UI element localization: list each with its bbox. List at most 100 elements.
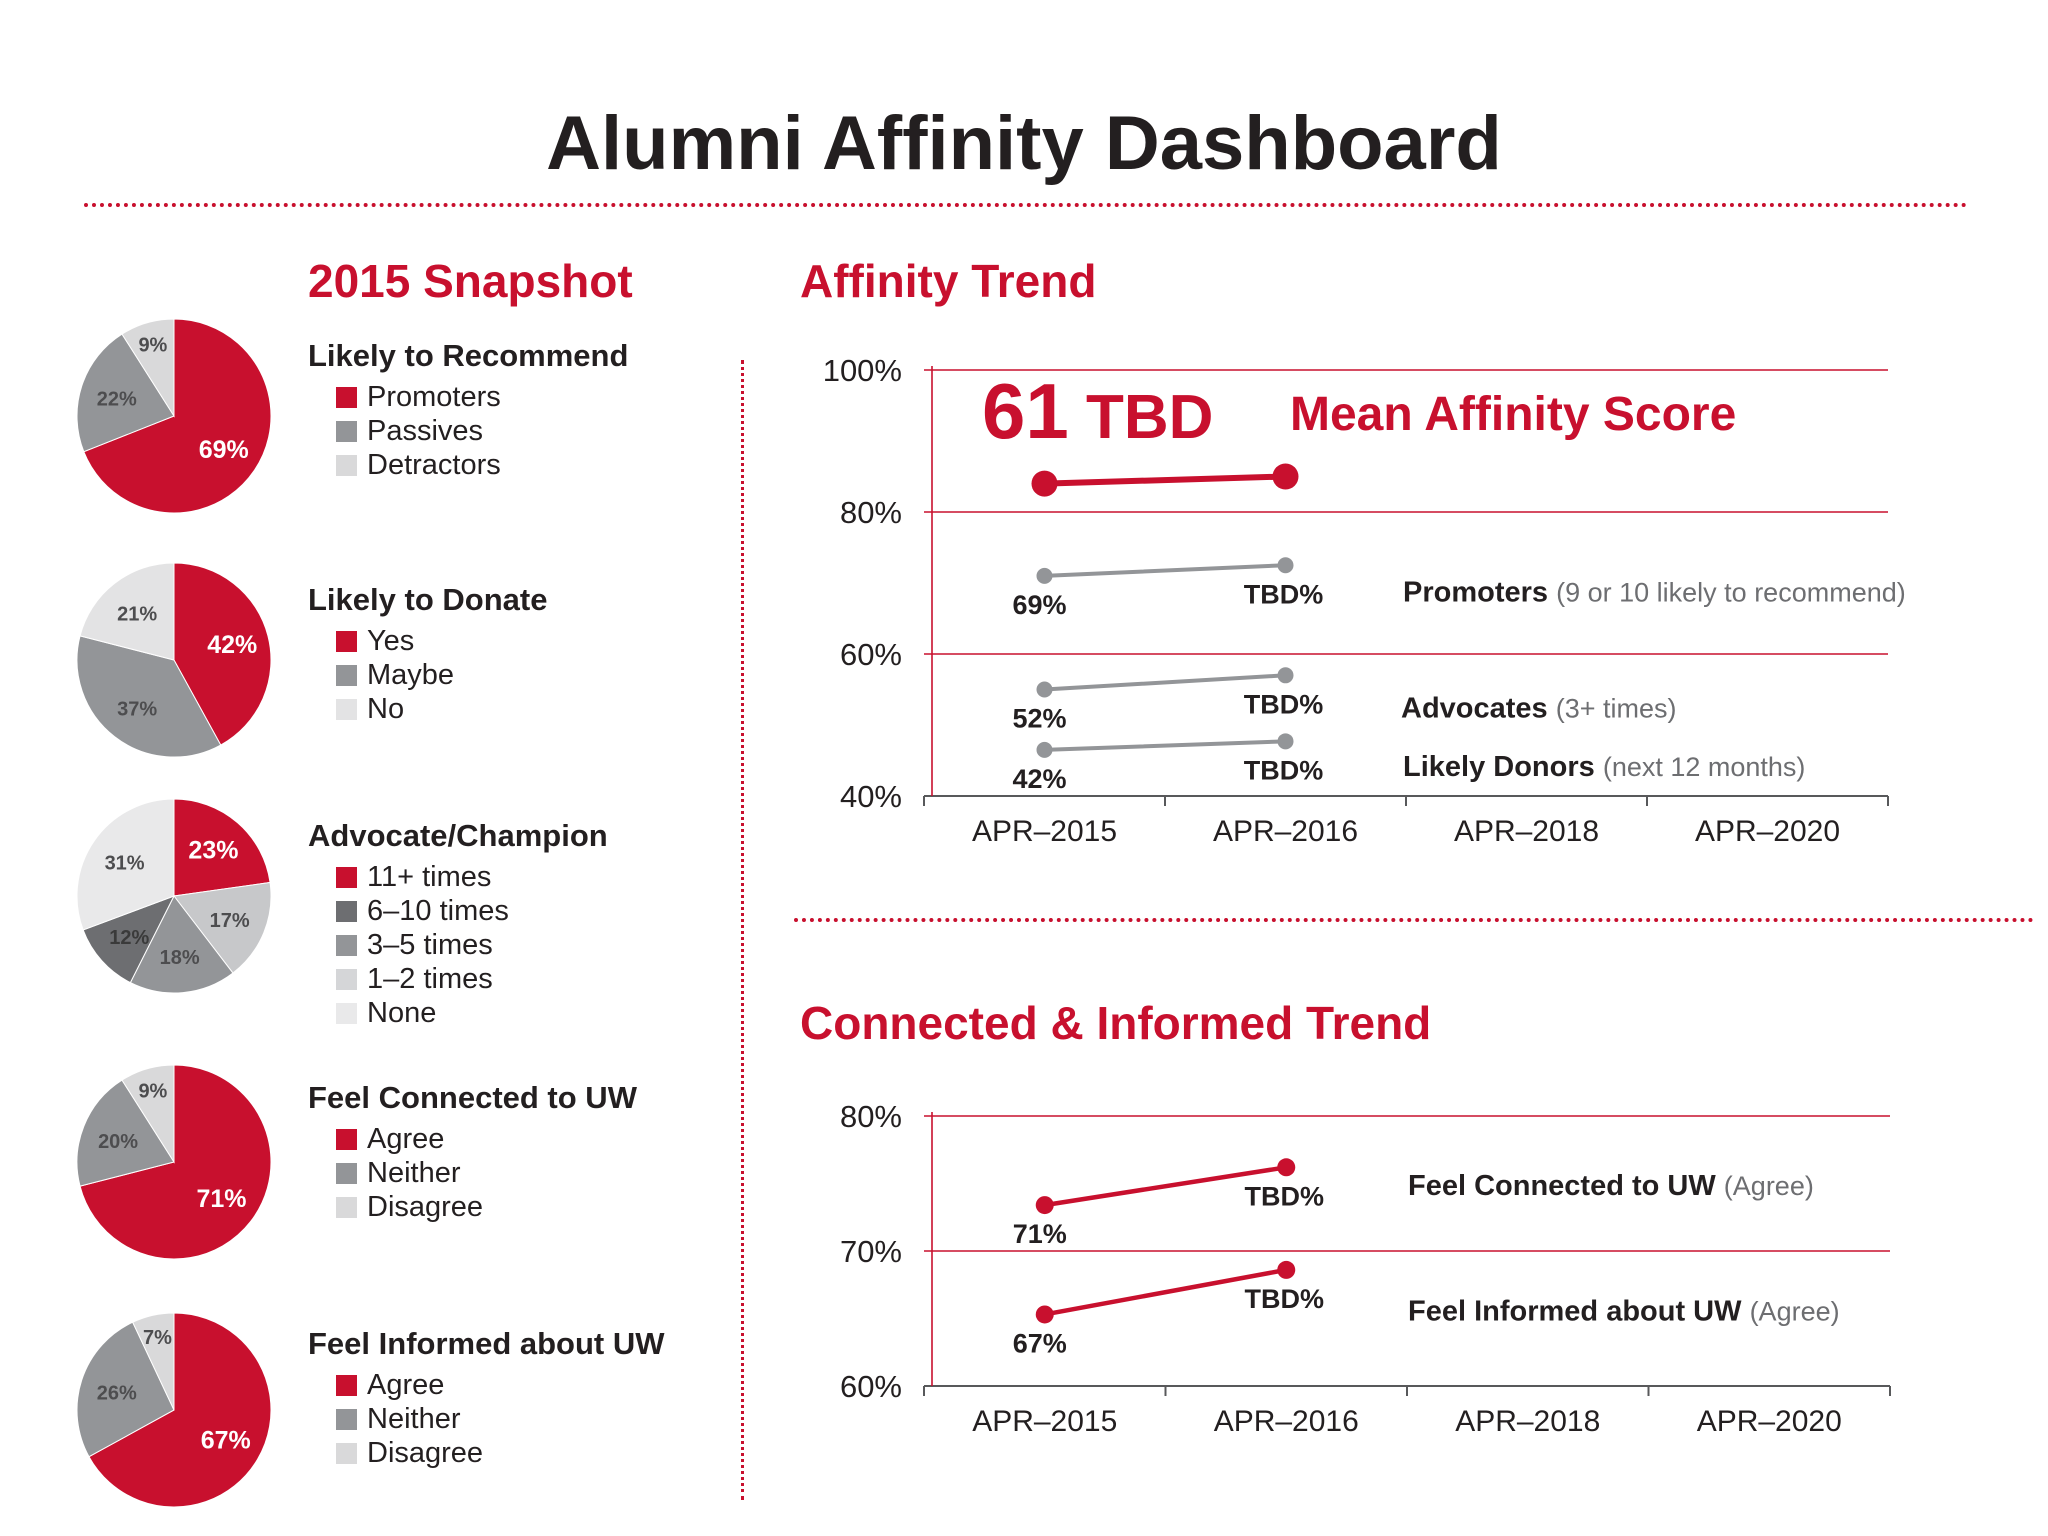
legend-label: No bbox=[367, 692, 405, 725]
pie-slice-label: 21% bbox=[117, 603, 157, 625]
legend-label: 1–2 times bbox=[367, 962, 493, 995]
series-label: Likely Donors (next 12 months) bbox=[1403, 751, 1805, 783]
series-name: Feel Connected to UW bbox=[1408, 1170, 1724, 1202]
legend-label: 11+ times bbox=[367, 860, 492, 893]
pie-slice bbox=[88, 1312, 272, 1508]
series-note: (Agree) bbox=[1724, 1171, 1814, 1201]
pie-slice bbox=[173, 562, 272, 746]
title-divider bbox=[84, 203, 1968, 207]
series-label: Advocates (3+ times) bbox=[1401, 692, 1677, 724]
legend-swatch bbox=[336, 698, 357, 720]
pie-slice bbox=[132, 1312, 175, 1411]
legend-swatch bbox=[336, 900, 357, 922]
series-point bbox=[1277, 557, 1294, 574]
x-tick-label: APR–2016 bbox=[1214, 1405, 1359, 1438]
legend-label: Yes bbox=[367, 624, 415, 657]
legend-label: Agree bbox=[367, 1368, 445, 1401]
pie-slice-label: 23% bbox=[188, 837, 238, 865]
pie-slice bbox=[76, 798, 175, 931]
legend-item: Agree bbox=[336, 1122, 483, 1156]
series-point bbox=[1277, 1158, 1296, 1177]
legend-label: Promoters bbox=[367, 380, 501, 413]
pie-slice-label: 9% bbox=[138, 1080, 167, 1102]
pie-slice-label: 12% bbox=[109, 927, 149, 949]
legend: Promoters Passives Detractors bbox=[336, 380, 501, 482]
series-point bbox=[1277, 733, 1294, 750]
legend-item: Disagree bbox=[336, 1190, 483, 1224]
legend-label: Disagree bbox=[367, 1190, 484, 1223]
legend-label: Neither bbox=[367, 1402, 461, 1435]
legend-label: 3–5 times bbox=[367, 928, 493, 961]
legend-item: Disagree bbox=[336, 1436, 483, 1470]
legend-swatch bbox=[336, 1002, 357, 1024]
pie-slice-label: 37% bbox=[117, 699, 157, 721]
y-tick-label: 80% bbox=[840, 495, 902, 530]
legend-swatch bbox=[336, 1128, 357, 1150]
point-label: 71% bbox=[1013, 1219, 1067, 1249]
series-note: (next 12 months) bbox=[1603, 752, 1806, 782]
pie-slice bbox=[79, 562, 175, 661]
legend-item: 3–5 times bbox=[336, 928, 509, 962]
point-label: TBD% bbox=[1244, 755, 1324, 785]
kpi-value: TBD bbox=[1086, 383, 1213, 452]
legend-swatch bbox=[336, 968, 357, 990]
legend-item: 11+ times bbox=[336, 860, 509, 894]
pie-slice bbox=[121, 1064, 175, 1164]
legend-label: None bbox=[367, 996, 437, 1029]
column-divider bbox=[741, 360, 744, 1500]
series-name: Advocates bbox=[1401, 692, 1556, 724]
series-point bbox=[1277, 1260, 1296, 1279]
x-tick-label: APR–2018 bbox=[1455, 1405, 1600, 1438]
y-tick-label: 70% bbox=[840, 1234, 902, 1269]
y-tick-label: 100% bbox=[823, 353, 902, 388]
legend-swatch bbox=[336, 1162, 357, 1184]
legend-swatch bbox=[336, 664, 357, 686]
pie-slice bbox=[76, 1321, 175, 1458]
legend-item: Neither bbox=[336, 1156, 483, 1190]
legend-item: Agree bbox=[336, 1368, 483, 1402]
kpi-value: 61 bbox=[982, 367, 1069, 455]
x-tick-label: APR–2020 bbox=[1697, 1405, 1842, 1438]
x-tick-label: APR–2018 bbox=[1454, 815, 1599, 848]
y-tick-label: 60% bbox=[840, 1369, 902, 1404]
pie-slice-label: 67% bbox=[201, 1427, 251, 1455]
series-note: (Agree) bbox=[1750, 1296, 1840, 1326]
pie-slice bbox=[121, 318, 175, 418]
pie-slice-label: 31% bbox=[105, 853, 145, 875]
pie-slice bbox=[129, 895, 234, 994]
legend-swatch bbox=[336, 454, 357, 476]
pie-slice bbox=[76, 1079, 175, 1187]
legend: Yes Maybe No bbox=[336, 624, 454, 726]
connected-heading: Connected & Informed Trend bbox=[800, 997, 1432, 1049]
pie-recommend-title: Likely to Recommend bbox=[308, 338, 629, 373]
series-note: (9 or 10 likely to recommend) bbox=[1556, 578, 1906, 608]
kpi-label: Mean Affinity Score bbox=[1290, 388, 1736, 441]
series-line bbox=[1042, 1267, 1289, 1317]
page-title: Alumni Affinity Dashboard bbox=[546, 101, 1502, 186]
series-line bbox=[1042, 1165, 1289, 1208]
pie-slice bbox=[173, 798, 271, 897]
x-tick-label: APR–2016 bbox=[1213, 815, 1358, 848]
pie-slice-label: 9% bbox=[138, 334, 167, 356]
legend-swatch bbox=[336, 934, 357, 956]
pie-slice-label: 26% bbox=[97, 1382, 137, 1404]
legend-swatch bbox=[336, 1442, 357, 1464]
legend-label: 6–10 times bbox=[367, 894, 509, 927]
legend-swatch bbox=[336, 866, 357, 888]
x-tick-label: APR–2015 bbox=[972, 1405, 1117, 1438]
pie-slice bbox=[173, 881, 272, 974]
y-tick-label: 80% bbox=[840, 1099, 902, 1134]
pie-slice-label: 69% bbox=[199, 436, 249, 464]
point-label: 69% bbox=[1013, 590, 1067, 620]
point-label: 52% bbox=[1013, 704, 1067, 734]
pie-slice bbox=[82, 895, 176, 984]
legend-item: 1–2 times bbox=[336, 962, 509, 996]
legend-swatch bbox=[336, 386, 357, 408]
pie-slice bbox=[83, 318, 272, 514]
series-point bbox=[1277, 667, 1294, 684]
legend-item: Passives bbox=[336, 414, 501, 448]
pie-slice-label: 71% bbox=[196, 1185, 246, 1213]
legend-item: Detractors bbox=[336, 448, 501, 482]
series-point bbox=[1035, 1305, 1054, 1324]
legend-swatch bbox=[336, 1374, 357, 1396]
